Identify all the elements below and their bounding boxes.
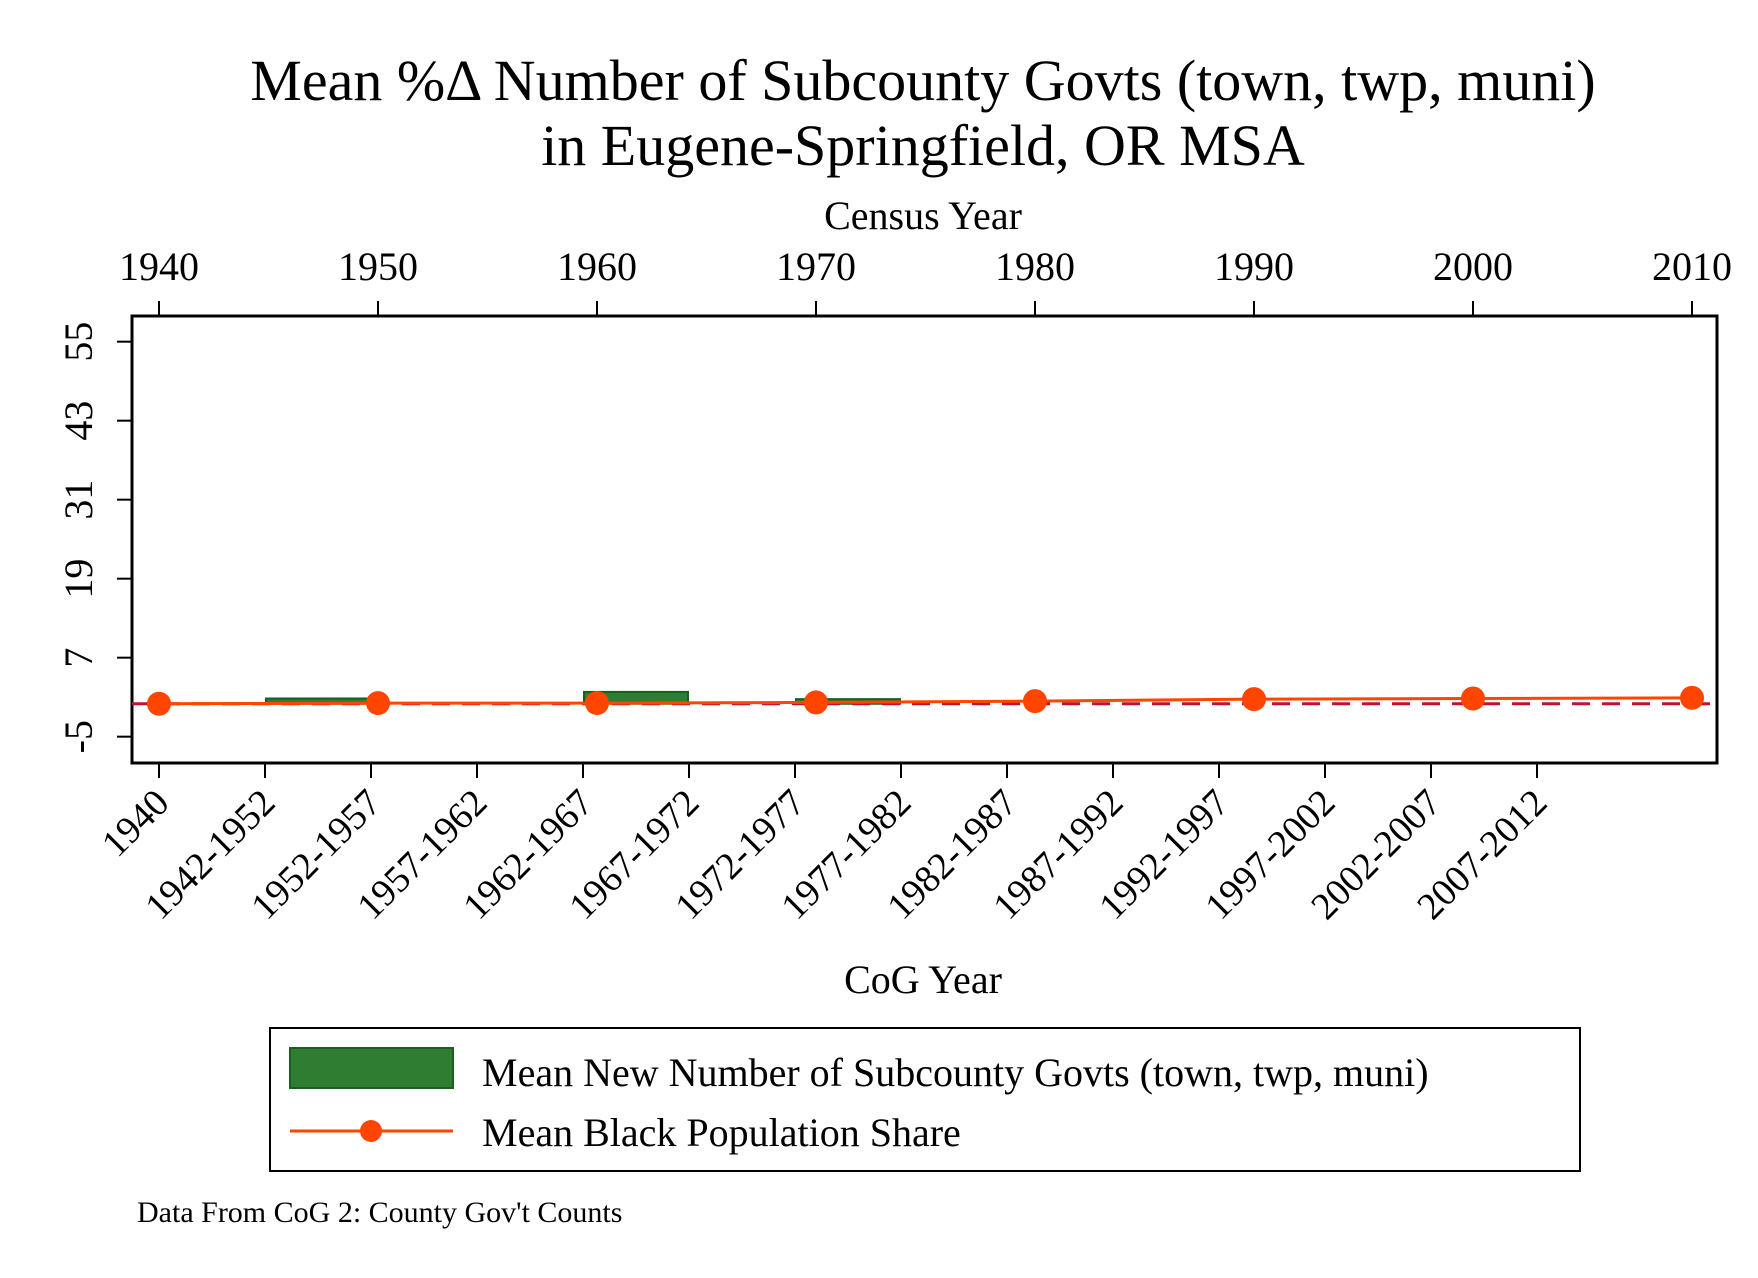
data-point-marker [585, 691, 609, 716]
y-axis-tick-label: 31 [56, 480, 101, 520]
top-axis-tick-label: 1950 [338, 244, 418, 289]
chart-title-line-1: Mean %Δ Number of Subcounty Govts (town,… [250, 48, 1595, 113]
top-axis-tick-label: 1940 [119, 244, 199, 289]
data-point-marker [1023, 689, 1047, 714]
data-point-marker [147, 691, 171, 716]
data-point-marker [1680, 685, 1704, 710]
legend-label-bars: Mean New Number of Subcounty Govts (town… [482, 1050, 1429, 1095]
legend: Mean New Number of Subcounty Govts (town… [269, 1027, 1581, 1172]
chart-title-line-2: in Eugene-Springfield, OR MSA [541, 113, 1305, 178]
top-axis-tick-label: 1980 [995, 244, 1075, 289]
legend-swatch-marker [360, 1120, 382, 1142]
y-axis-tick-label: 43 [56, 401, 101, 441]
data-point-marker [1242, 687, 1266, 712]
top-axis-tick-label: 1970 [776, 244, 856, 289]
y-axis-tick-label: 55 [56, 322, 101, 362]
legend-swatch-bars [289, 1047, 454, 1089]
source-note: Data From CoG 2: County Gov't Counts [137, 1196, 622, 1229]
top-axis-label: Census Year [824, 193, 1022, 238]
legend-label-line: Mean Black Population Share [482, 1110, 961, 1155]
top-axis-tick-label: 1960 [557, 244, 637, 289]
data-point-marker [366, 691, 390, 716]
x-axis-label: CoG Year [844, 957, 1002, 1002]
series-line-black-share [158, 696, 1693, 706]
top-axis-tick-label: 2010 [1652, 244, 1732, 289]
x-axis-tick-label: 1940 [94, 782, 177, 865]
top-axis-tick-label: 2000 [1433, 244, 1513, 289]
legend-box [269, 1027, 1581, 1172]
data-point-marker [804, 690, 828, 715]
y-axis-tick-label: 7 [56, 648, 101, 668]
top-axis-tick-label: 1990 [1214, 244, 1294, 289]
plot-area [130, 314, 1719, 765]
y-axis-tick-label: -5 [56, 720, 101, 753]
y-axis-tick-label: 19 [56, 559, 101, 599]
data-point-marker [1461, 686, 1485, 711]
